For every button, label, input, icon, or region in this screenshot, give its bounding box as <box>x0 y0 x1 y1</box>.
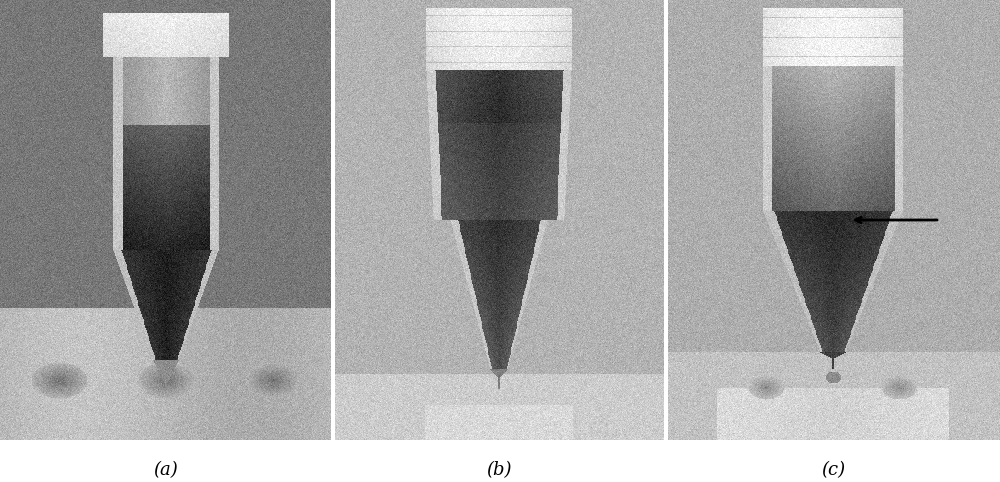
Text: (b): (b) <box>486 461 512 479</box>
Text: (c): (c) <box>821 461 845 479</box>
Text: (a): (a) <box>154 461 178 479</box>
